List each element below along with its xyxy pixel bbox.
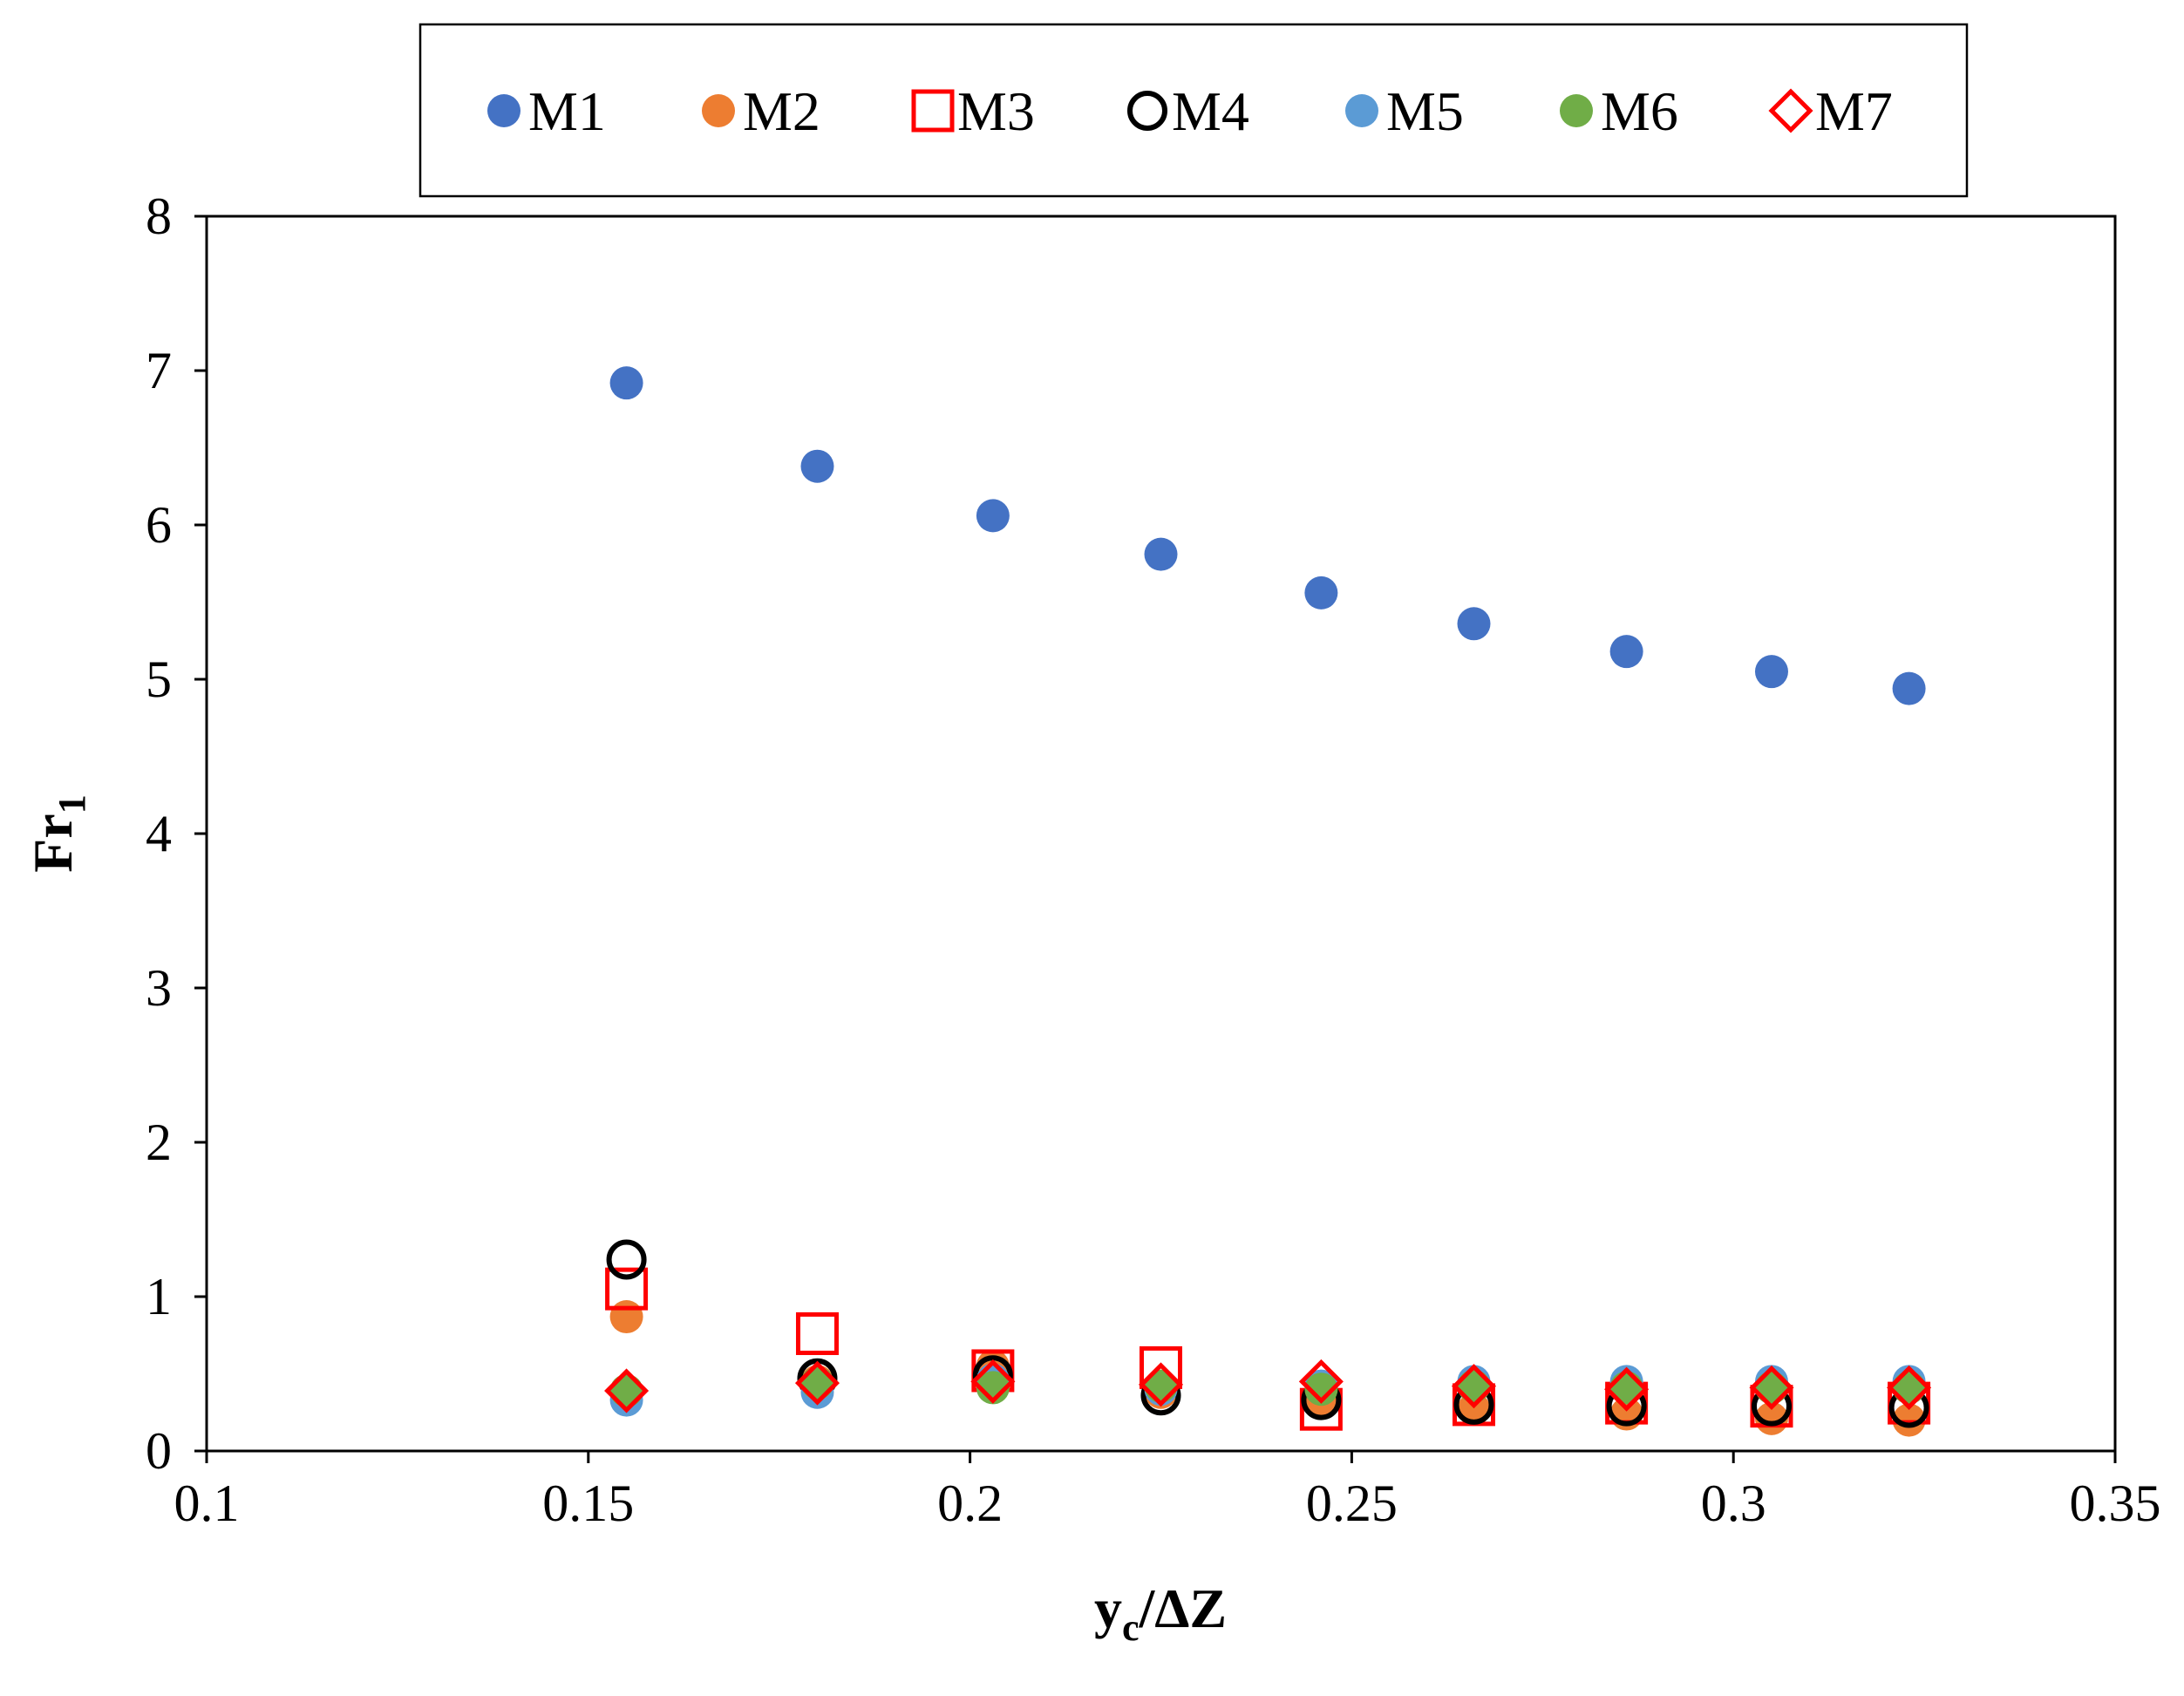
- legend-item-M3: M3: [911, 80, 1035, 142]
- legend-label: M7: [1815, 80, 1893, 142]
- point-M6: [976, 1371, 1010, 1405]
- legend-marker-M7: [1768, 88, 1813, 133]
- legend-item-M6: M6: [1560, 80, 1678, 142]
- point-M7: [1749, 1365, 1794, 1410]
- point-M6: [1892, 1371, 1926, 1405]
- y-tick-label: 2: [146, 1114, 172, 1171]
- x-axis-title: yc/ΔZ: [1094, 1577, 1227, 1649]
- y-axis: 0 1 2 3 4 5 6 7 8: [146, 187, 207, 1480]
- point-M7: [970, 1359, 1016, 1404]
- point-M6: [800, 1366, 834, 1400]
- point-M3: [795, 1311, 839, 1355]
- x-tick-label: 0.2: [937, 1475, 1003, 1532]
- point-M3: [605, 1267, 649, 1311]
- series-M3: [605, 1267, 1931, 1431]
- y-tick-label: 3: [146, 959, 172, 1017]
- point-M1: [1609, 635, 1643, 669]
- point-M7: [794, 1360, 840, 1406]
- series-layer: [604, 366, 1932, 1437]
- x-tick-label: 0.3: [1701, 1475, 1766, 1532]
- legend-label: M5: [1386, 80, 1464, 142]
- point-M1: [1892, 671, 1926, 705]
- point-M7: [1298, 1359, 1344, 1404]
- legend-box: [418, 23, 1969, 198]
- point-M2: [609, 1300, 643, 1334]
- legend-marker-M6: [1560, 94, 1593, 127]
- point-M7: [1604, 1366, 1650, 1412]
- legend-item-M2: M2: [702, 80, 820, 142]
- x-tick-label: 0.25: [1306, 1475, 1398, 1532]
- legend-marker-M4: [1127, 91, 1167, 131]
- legend-label: M3: [957, 80, 1035, 142]
- series-M1: [609, 366, 1926, 705]
- legend-item-M4: M4: [1127, 80, 1249, 142]
- point-M4: [606, 1239, 647, 1280]
- point-M1: [1457, 607, 1491, 641]
- legend-marker-M2: [702, 94, 735, 127]
- y-tick-label: 8: [146, 187, 172, 245]
- y-tick-label: 4: [146, 805, 172, 862]
- legend: M1 M2 M3 M4 M5 M6 M7: [418, 23, 1969, 198]
- legend-marker-M1: [487, 94, 520, 127]
- x-tick-label: 0.35: [2070, 1475, 2161, 1532]
- point-M1: [1754, 655, 1788, 689]
- legend-label: M1: [528, 80, 606, 142]
- legend-marker-M3: [911, 89, 955, 133]
- point-M6: [1304, 1372, 1338, 1407]
- y-tick-label: 0: [146, 1422, 172, 1480]
- y-tick-label: 1: [146, 1268, 172, 1325]
- legend-item-M5: M5: [1345, 80, 1464, 142]
- point-M1: [800, 449, 834, 483]
- x-tick-label: 0.1: [174, 1475, 240, 1532]
- legend-label: M6: [1601, 80, 1678, 142]
- y-tick-label: 7: [146, 342, 172, 399]
- series-M2: [609, 1300, 1926, 1437]
- y-tick-label: 6: [146, 496, 172, 554]
- y-axis-title: Fr1: [22, 794, 93, 873]
- x-axis: 0.1 0.15 0.2 0.25 0.3 0.35: [174, 1451, 2161, 1532]
- point-M7: [1138, 1362, 1184, 1407]
- legend-item-M7: M7: [1768, 80, 1893, 142]
- legend-item-M1: M1: [487, 80, 606, 142]
- legend-label: M4: [1172, 80, 1249, 142]
- point-M7: [1887, 1365, 1932, 1410]
- point-M7: [1451, 1364, 1497, 1409]
- point-M6: [1754, 1371, 1788, 1405]
- y-tick-label: 5: [146, 650, 172, 708]
- point-M7: [604, 1368, 650, 1413]
- point-M1: [976, 499, 1010, 533]
- x-tick-label: 0.15: [542, 1475, 634, 1532]
- point-M2: [1892, 1403, 1926, 1437]
- plot-area-frame: [205, 215, 2117, 1453]
- legend-marker-M5: [1345, 94, 1378, 127]
- legend-label: M2: [743, 80, 820, 142]
- point-M1: [1144, 537, 1178, 571]
- point-M6: [1457, 1369, 1491, 1403]
- point-M1: [609, 366, 643, 400]
- point-M6: [609, 1373, 643, 1407]
- series-M7: [604, 1359, 1932, 1413]
- point-M1: [1304, 576, 1338, 610]
- legend-items: M1 M2 M3 M4 M5 M6 M7: [487, 80, 1893, 142]
